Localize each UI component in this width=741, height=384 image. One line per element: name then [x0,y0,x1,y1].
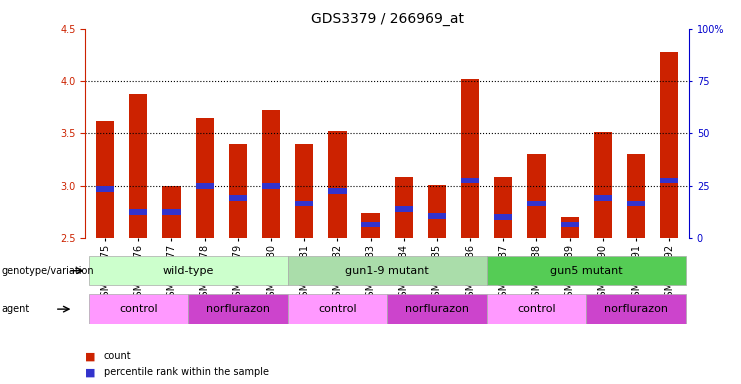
Bar [295,144,313,238]
Text: norflurazon: norflurazon [604,304,668,314]
Bar [461,79,479,238]
FancyBboxPatch shape [288,295,387,324]
FancyBboxPatch shape [487,295,586,324]
Text: agent: agent [1,304,30,314]
Bar [494,214,513,220]
Text: ■: ■ [85,367,96,377]
Bar [362,222,379,227]
Bar [328,131,347,238]
Bar [328,188,347,194]
Bar [627,201,645,207]
Bar [560,222,579,227]
Bar [129,209,147,215]
Bar [96,186,114,192]
Bar [461,178,479,184]
Bar [428,213,446,219]
Bar [428,185,446,238]
FancyBboxPatch shape [586,295,686,324]
Bar [96,121,114,238]
Bar [494,177,513,238]
Bar [295,201,313,207]
Text: control: control [318,304,356,314]
Text: norflurazon: norflurazon [206,304,270,314]
Bar [129,94,147,238]
Bar [627,154,645,238]
FancyBboxPatch shape [88,295,188,324]
Text: ■: ■ [85,351,96,361]
Text: count: count [104,351,131,361]
FancyBboxPatch shape [288,256,487,285]
Bar [262,111,280,238]
Bar [196,183,214,189]
Bar [594,195,612,201]
FancyBboxPatch shape [387,295,487,324]
Bar [196,118,214,238]
Bar [560,217,579,238]
Text: genotype/variation: genotype/variation [1,266,94,276]
FancyBboxPatch shape [188,295,288,324]
Bar [594,132,612,238]
Text: gun5 mutant: gun5 mutant [550,266,622,276]
Bar [395,206,413,212]
FancyBboxPatch shape [88,256,288,285]
Text: wild-type: wild-type [162,266,213,276]
Text: control: control [517,304,556,314]
Bar [262,183,280,189]
Bar [229,195,247,201]
Bar [362,213,379,238]
Text: gun1-9 mutant: gun1-9 mutant [345,266,429,276]
Bar [660,52,678,238]
FancyBboxPatch shape [487,256,686,285]
Bar [162,186,181,238]
Bar [528,201,545,207]
Bar [395,177,413,238]
Text: percentile rank within the sample: percentile rank within the sample [104,367,269,377]
Text: norflurazon: norflurazon [405,304,469,314]
Title: GDS3379 / 266969_at: GDS3379 / 266969_at [310,12,464,26]
Bar [229,144,247,238]
Bar [528,154,545,238]
Text: control: control [119,304,158,314]
Bar [162,209,181,215]
Bar [660,178,678,184]
